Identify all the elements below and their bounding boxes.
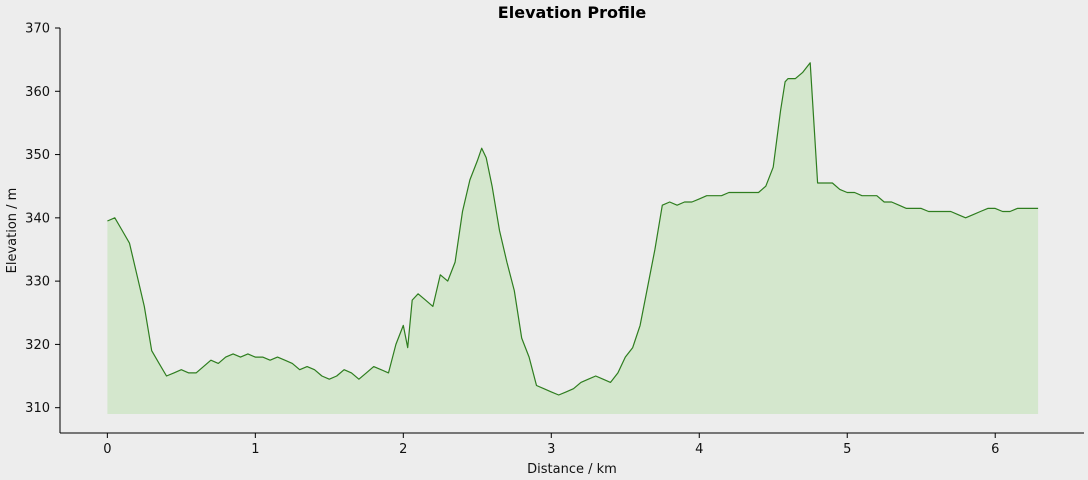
- y-tick-label: 310: [25, 401, 50, 416]
- y-axis-title: Elevation / m: [5, 188, 20, 274]
- chart-title: Elevation Profile: [498, 3, 647, 22]
- x-tick-label: 6: [991, 442, 999, 457]
- y-tick-label: 340: [25, 211, 50, 226]
- y-tick-label: 330: [25, 275, 50, 290]
- x-tick-label: 3: [547, 442, 555, 457]
- elevation-area: [107, 62, 1039, 415]
- x-tick-label: 2: [399, 442, 407, 457]
- x-tick-label: 4: [695, 442, 703, 457]
- elevation-line: [107, 62, 1039, 396]
- x-tick-label: 0: [103, 442, 111, 457]
- x-tick-label: 5: [843, 442, 851, 457]
- y-tick-label: 350: [25, 148, 50, 163]
- x-axis-title: Distance / km: [527, 462, 617, 477]
- y-tick-label: 360: [25, 85, 50, 100]
- x-tick-label: 1: [251, 442, 259, 457]
- y-tick-label: 320: [25, 338, 50, 353]
- y-tick-label: 370: [25, 22, 50, 37]
